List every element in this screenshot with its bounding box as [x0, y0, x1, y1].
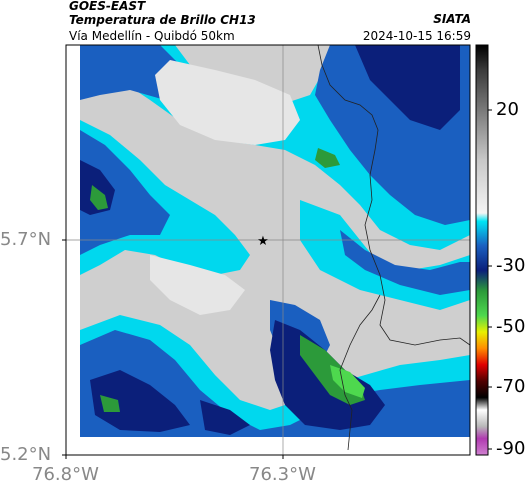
- colorbar-tick-label: -30: [496, 255, 526, 276]
- cloud-field: [66, 45, 470, 455]
- colorbar-tick-label: -50: [496, 316, 526, 337]
- map-border: [65, 44, 471, 456]
- colorbar-tick-label: -70: [496, 376, 526, 397]
- product-title: Temperatura de Brillo CH13: [69, 13, 256, 27]
- lat-tick-label: 5.2°N: [0, 444, 52, 465]
- lat-tick-label: 5.7°N: [0, 229, 52, 250]
- lon-tick-label: 76.3°W: [249, 464, 316, 485]
- colorbar-tick-label: 20: [496, 99, 519, 120]
- colorbar: [475, 44, 489, 456]
- datetime-label: 2024-10-15 16:59: [362, 29, 471, 43]
- star-icon: ★: [257, 234, 269, 249]
- colorbar-tick-label: -90: [496, 438, 526, 459]
- lon-tick-label: 76.8°W: [32, 464, 99, 485]
- region-label: Vía Medellín - Quibdó 50km: [69, 29, 235, 43]
- organization-label: SIATA: [433, 12, 471, 26]
- satellite-title: GOES-EAST: [69, 0, 146, 13]
